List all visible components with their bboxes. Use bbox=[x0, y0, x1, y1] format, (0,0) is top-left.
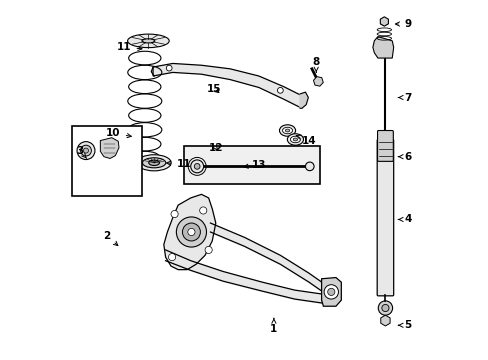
Text: 6: 6 bbox=[398, 152, 410, 162]
Polygon shape bbox=[372, 37, 393, 58]
Ellipse shape bbox=[287, 134, 303, 145]
Circle shape bbox=[182, 223, 200, 241]
Text: 2: 2 bbox=[102, 231, 118, 246]
Ellipse shape bbox=[148, 160, 159, 166]
Circle shape bbox=[305, 162, 313, 171]
Text: 10: 10 bbox=[106, 129, 131, 138]
Circle shape bbox=[324, 285, 338, 299]
Circle shape bbox=[204, 246, 212, 253]
Polygon shape bbox=[163, 194, 215, 270]
FancyBboxPatch shape bbox=[377, 131, 392, 161]
Circle shape bbox=[190, 160, 203, 173]
Circle shape bbox=[176, 217, 206, 247]
Circle shape bbox=[277, 87, 283, 93]
Ellipse shape bbox=[293, 138, 297, 141]
Text: 5: 5 bbox=[398, 320, 410, 330]
Circle shape bbox=[171, 211, 178, 218]
Text: 11: 11 bbox=[117, 42, 142, 52]
Text: 11: 11 bbox=[166, 159, 190, 169]
Circle shape bbox=[327, 288, 334, 296]
Circle shape bbox=[166, 65, 172, 71]
Text: 13: 13 bbox=[244, 159, 265, 170]
Ellipse shape bbox=[290, 136, 300, 143]
Circle shape bbox=[199, 207, 206, 214]
Text: 14: 14 bbox=[296, 135, 316, 145]
Circle shape bbox=[381, 305, 388, 312]
Polygon shape bbox=[321, 278, 341, 306]
Ellipse shape bbox=[282, 127, 292, 134]
Text: 9: 9 bbox=[395, 19, 410, 29]
Ellipse shape bbox=[285, 129, 289, 132]
Text: 15: 15 bbox=[206, 84, 221, 94]
Ellipse shape bbox=[127, 34, 169, 48]
Text: 1: 1 bbox=[270, 318, 277, 334]
Bar bbox=[183, 146, 319, 184]
Circle shape bbox=[194, 163, 200, 169]
Polygon shape bbox=[153, 63, 301, 108]
Circle shape bbox=[378, 301, 392, 315]
Bar bbox=[72, 126, 142, 196]
Polygon shape bbox=[300, 92, 308, 108]
Ellipse shape bbox=[142, 158, 165, 168]
Ellipse shape bbox=[142, 39, 155, 43]
Text: 7: 7 bbox=[398, 93, 410, 103]
Circle shape bbox=[187, 228, 195, 235]
Polygon shape bbox=[100, 138, 119, 158]
Text: 8: 8 bbox=[312, 57, 319, 72]
Ellipse shape bbox=[279, 125, 295, 136]
Circle shape bbox=[168, 253, 175, 261]
Text: 12: 12 bbox=[208, 143, 223, 153]
Ellipse shape bbox=[380, 22, 387, 25]
FancyBboxPatch shape bbox=[376, 139, 393, 296]
Ellipse shape bbox=[137, 155, 171, 171]
Circle shape bbox=[77, 141, 95, 159]
Circle shape bbox=[81, 145, 91, 156]
Circle shape bbox=[83, 148, 88, 153]
Text: 3: 3 bbox=[77, 146, 86, 158]
Text: 4: 4 bbox=[398, 215, 410, 224]
